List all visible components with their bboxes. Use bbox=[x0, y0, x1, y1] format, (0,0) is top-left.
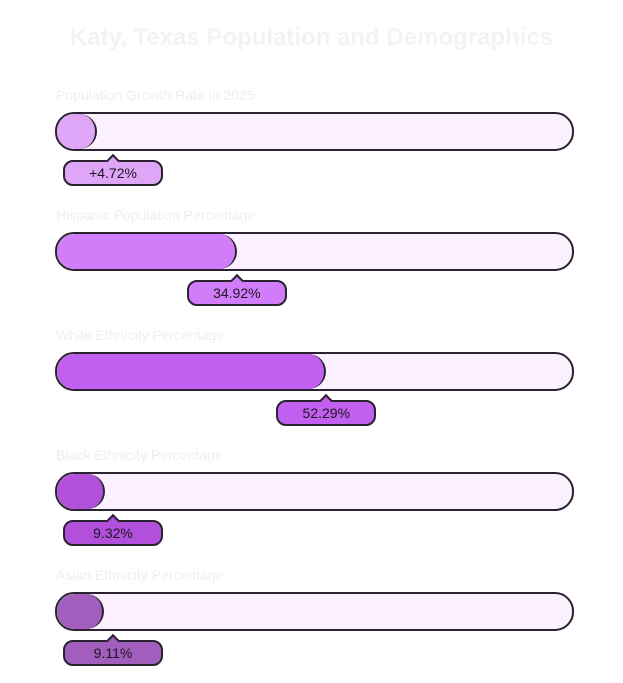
metric-label: White Ethnicity Percentage bbox=[56, 327, 225, 343]
value-label: 52.29% bbox=[302, 405, 351, 421]
value-badge: 34.92% bbox=[186, 273, 287, 306]
progress-track bbox=[55, 472, 574, 511]
value-badge: 9.11% bbox=[63, 633, 163, 666]
metric-row: Asian Ethnicity Percentage 9.11% bbox=[55, 567, 574, 677]
value-label: 9.32% bbox=[93, 525, 133, 541]
metric-label: Asian Ethnicity Percentage bbox=[56, 567, 224, 583]
progress-fill bbox=[57, 234, 237, 269]
value-badge: 9.32% bbox=[63, 513, 163, 546]
progress-fill bbox=[57, 474, 105, 509]
value-badge: +4.72% bbox=[63, 153, 163, 186]
chart-title: Katy, Texas Population and Demographics bbox=[69, 24, 554, 51]
metric-label: Population Growth Rate in 2025 bbox=[56, 87, 255, 103]
progress-fill bbox=[57, 354, 327, 389]
progress-track bbox=[55, 352, 574, 391]
metric-row: Black Ethnicity Percentage 9.32% bbox=[55, 447, 574, 557]
progress-track bbox=[55, 592, 574, 631]
metric-label: Hispanic Population Percentage bbox=[56, 207, 256, 223]
progress-track bbox=[55, 232, 574, 271]
metric-row: White Ethnicity Percentage 52.29% bbox=[55, 327, 574, 437]
value-label: 34.92% bbox=[213, 285, 261, 301]
progress-track bbox=[55, 112, 574, 151]
value-label: 9.11% bbox=[93, 645, 133, 661]
progress-fill bbox=[57, 114, 97, 149]
value-label: +4.72% bbox=[89, 165, 137, 181]
value-badge: 52.29% bbox=[276, 393, 377, 426]
progress-fill bbox=[57, 594, 104, 629]
metric-row: Hispanic Population Percentage 34.92% bbox=[55, 207, 574, 317]
metric-row: Population Growth Rate in 2025 +4.72% bbox=[55, 87, 574, 197]
metric-label: Black Ethnicity Percentage bbox=[56, 447, 223, 463]
